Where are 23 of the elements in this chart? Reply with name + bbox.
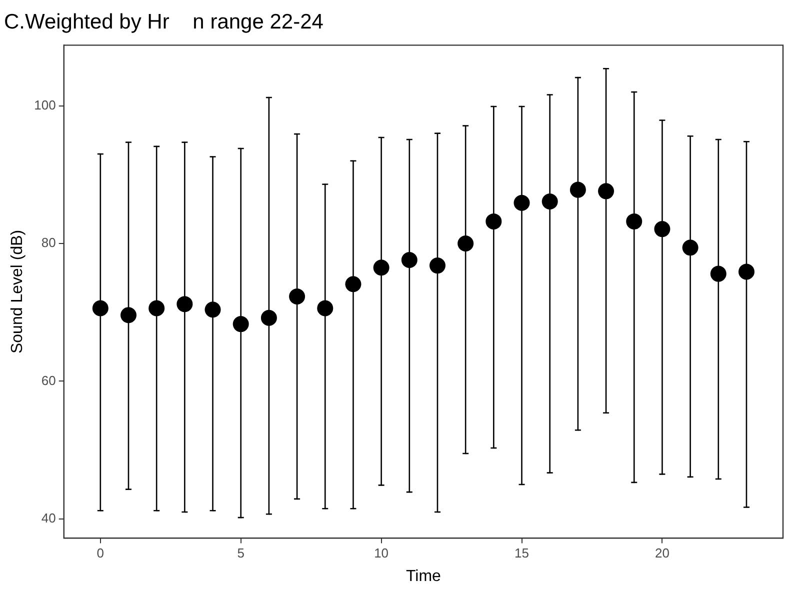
point [120,307,136,324]
point [401,252,418,268]
point [570,182,586,198]
y-tick-label: 100 [34,97,56,112]
point [458,236,474,252]
point [260,310,277,326]
point [148,300,165,316]
point [289,288,306,305]
x-tick-label: 0 [96,546,104,561]
chart-title: C.Weighted by Hr n range 22-24 [4,10,324,34]
y-tick-label: 60 [41,372,56,388]
x-tick-label: 10 [374,546,389,561]
y-tick-label: 80 [41,235,56,250]
x-tick-label: 20 [654,546,670,561]
x-axis-title: Time [406,568,442,585]
y-axis-title: Sound Level (dB) [9,230,26,354]
x-tick-label: 15 [514,546,529,561]
x-tick-label: 5 [237,546,244,561]
point [429,258,446,274]
point [738,264,754,280]
point [598,183,614,200]
point [92,300,108,316]
y-tick-label: 40 [41,510,56,526]
